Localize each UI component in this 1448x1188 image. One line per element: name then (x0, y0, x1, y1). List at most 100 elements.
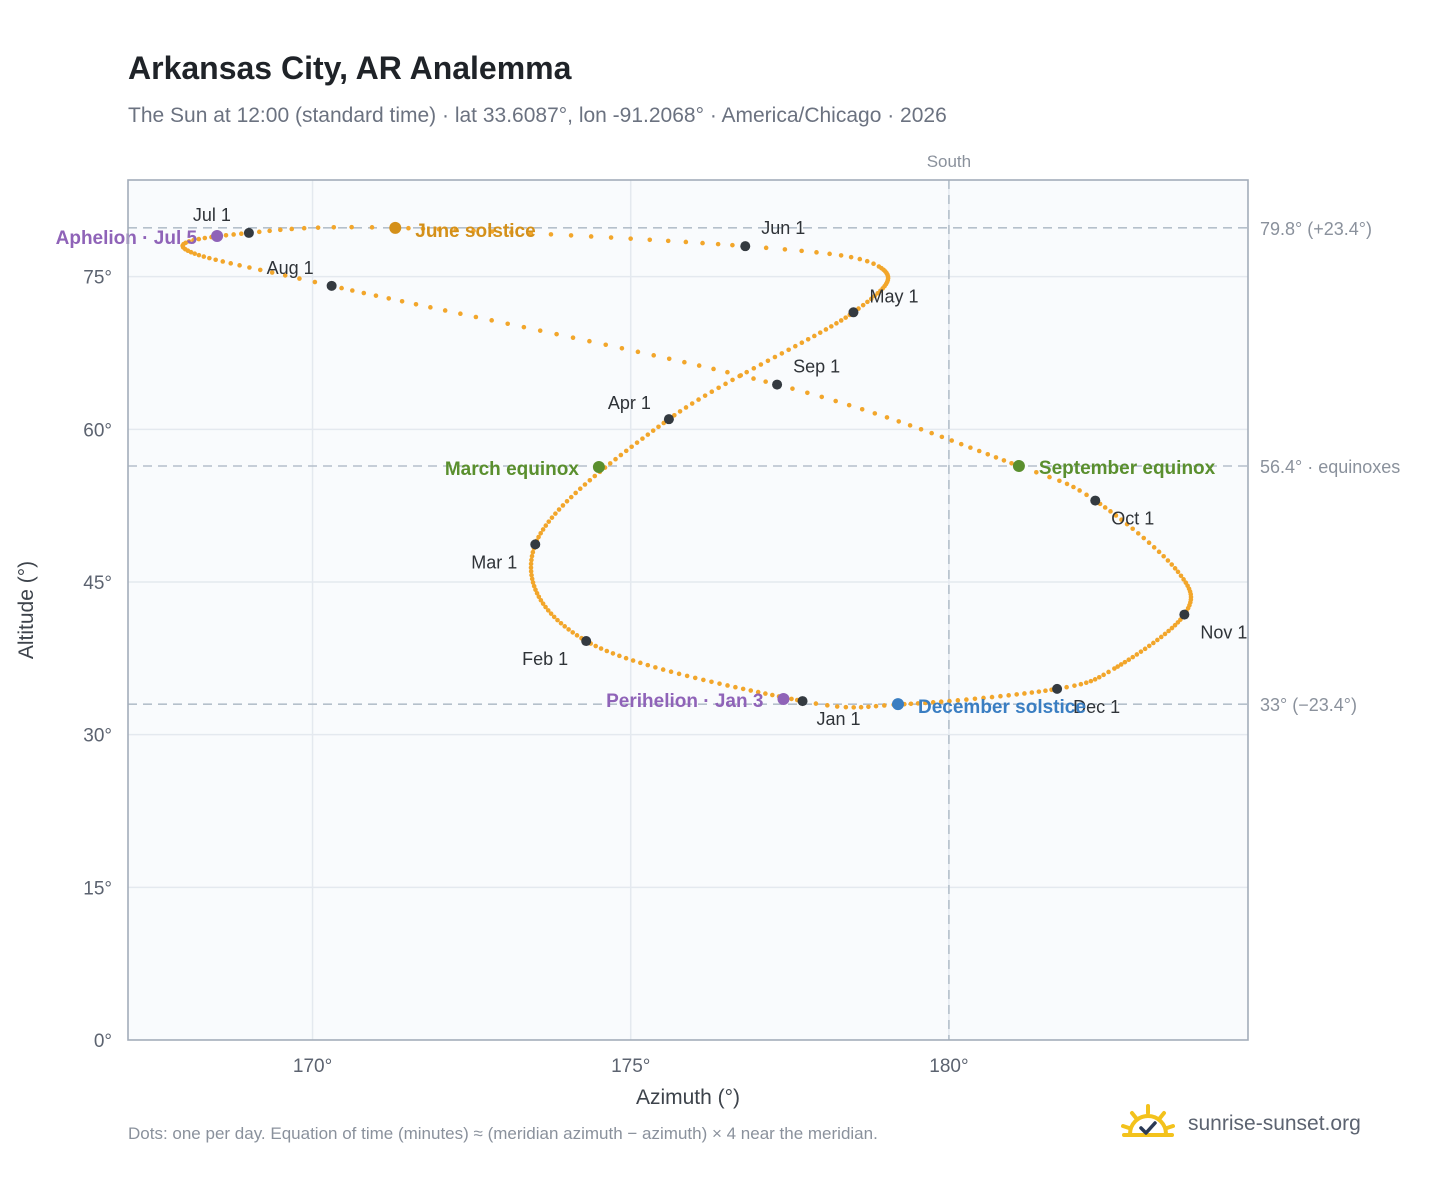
day-dot (814, 250, 819, 255)
day-dot (683, 405, 689, 410)
day-dot (549, 515, 555, 520)
month-label: Jun 1 (761, 218, 805, 238)
day-dot (1175, 620, 1181, 625)
day-dot (964, 697, 969, 702)
day-dot (858, 704, 864, 710)
day-dot (1165, 558, 1171, 563)
day-dot (650, 428, 656, 433)
day-dot (672, 412, 677, 418)
day-dot (315, 225, 321, 230)
day-dot (608, 235, 614, 240)
day-dot (228, 261, 234, 266)
month-dot (530, 539, 541, 550)
day-dot (915, 701, 921, 706)
day-dot (623, 448, 629, 454)
day-dot (834, 321, 839, 326)
day-dot (790, 386, 795, 391)
day-dot (758, 362, 764, 367)
day-dot (442, 308, 448, 313)
day-dot (866, 704, 871, 710)
day-dot (537, 328, 543, 333)
day-dot (247, 265, 252, 270)
month-label: Sep 1 (793, 357, 840, 377)
day-dot (188, 249, 194, 255)
day-dot (1172, 566, 1178, 571)
month-dot (740, 241, 751, 252)
day-dot (369, 225, 375, 230)
day-dot (529, 553, 535, 559)
month-label: Nov 1 (1200, 623, 1247, 643)
day-dot (702, 393, 708, 398)
event-dot (1012, 459, 1025, 472)
day-dot (1161, 553, 1166, 559)
day-dot (825, 703, 830, 708)
day-dot (651, 353, 657, 358)
day-dot (985, 451, 991, 457)
day-dot (301, 225, 307, 231)
day-dot (237, 263, 242, 268)
day-dot (805, 390, 810, 396)
day-dot (623, 655, 629, 661)
month-dot (581, 636, 592, 647)
day-dot (548, 232, 554, 237)
day-dot (865, 299, 870, 305)
axes: 170° 175° 180° 0° 15° 30° 45° 60° 75° (83, 268, 968, 1077)
day-dot (530, 549, 536, 555)
month-label: Feb 1 (522, 649, 568, 669)
day-dot (682, 359, 687, 365)
day-dot (289, 226, 295, 232)
event-dot (389, 221, 402, 234)
day-dot (779, 351, 785, 356)
day-dot (1158, 634, 1164, 640)
day-dot (220, 259, 226, 264)
day-dot (239, 231, 244, 236)
month-dot (772, 379, 783, 390)
day-dot (202, 235, 208, 241)
day-dot (923, 700, 928, 706)
day-dot (629, 444, 634, 450)
day-dot (331, 224, 337, 230)
day-dot (939, 434, 945, 440)
day-dot (1130, 526, 1135, 532)
y-tick-label: 45° (83, 573, 112, 594)
chart-title: Arkansas City, AR Analemma (128, 50, 572, 86)
day-dot (725, 369, 730, 375)
day-dot (1006, 693, 1011, 698)
day-dot (640, 436, 645, 441)
day-dot (772, 354, 778, 360)
x-tick-label: 170° (293, 1056, 332, 1077)
day-dot (843, 315, 848, 320)
day-dot (1126, 657, 1132, 663)
sun-check-icon (1121, 1104, 1175, 1137)
day-dot (573, 490, 578, 496)
day-dot (406, 225, 411, 231)
month-dot (326, 280, 337, 291)
day-dot (528, 569, 534, 574)
day-dot (1092, 677, 1098, 682)
day-dot (570, 630, 576, 635)
day-dot (521, 324, 527, 330)
day-dot (668, 669, 674, 675)
day-dot (1135, 531, 1141, 536)
day-dot (223, 233, 229, 238)
day-dot (587, 338, 592, 344)
day-dot (428, 305, 433, 310)
day-dot (972, 696, 978, 702)
reference-label: 33° (−23.4°) (1260, 695, 1357, 715)
day-dot (692, 675, 698, 681)
day-dot (534, 590, 540, 596)
day-dot (413, 301, 419, 307)
day-dot (536, 594, 542, 600)
day-dot (763, 691, 768, 696)
month-label: Jan 1 (817, 709, 861, 729)
month-label: Dec 1 (1073, 697, 1120, 717)
day-dot (947, 698, 952, 704)
day-dot (1146, 540, 1152, 546)
y-tick-label: 30° (83, 726, 112, 747)
day-dot (1122, 659, 1128, 665)
day-dot (711, 366, 716, 372)
month-dot (1090, 495, 1101, 506)
day-dot (817, 330, 823, 335)
day-dot (528, 565, 534, 570)
day-dot (350, 288, 355, 293)
